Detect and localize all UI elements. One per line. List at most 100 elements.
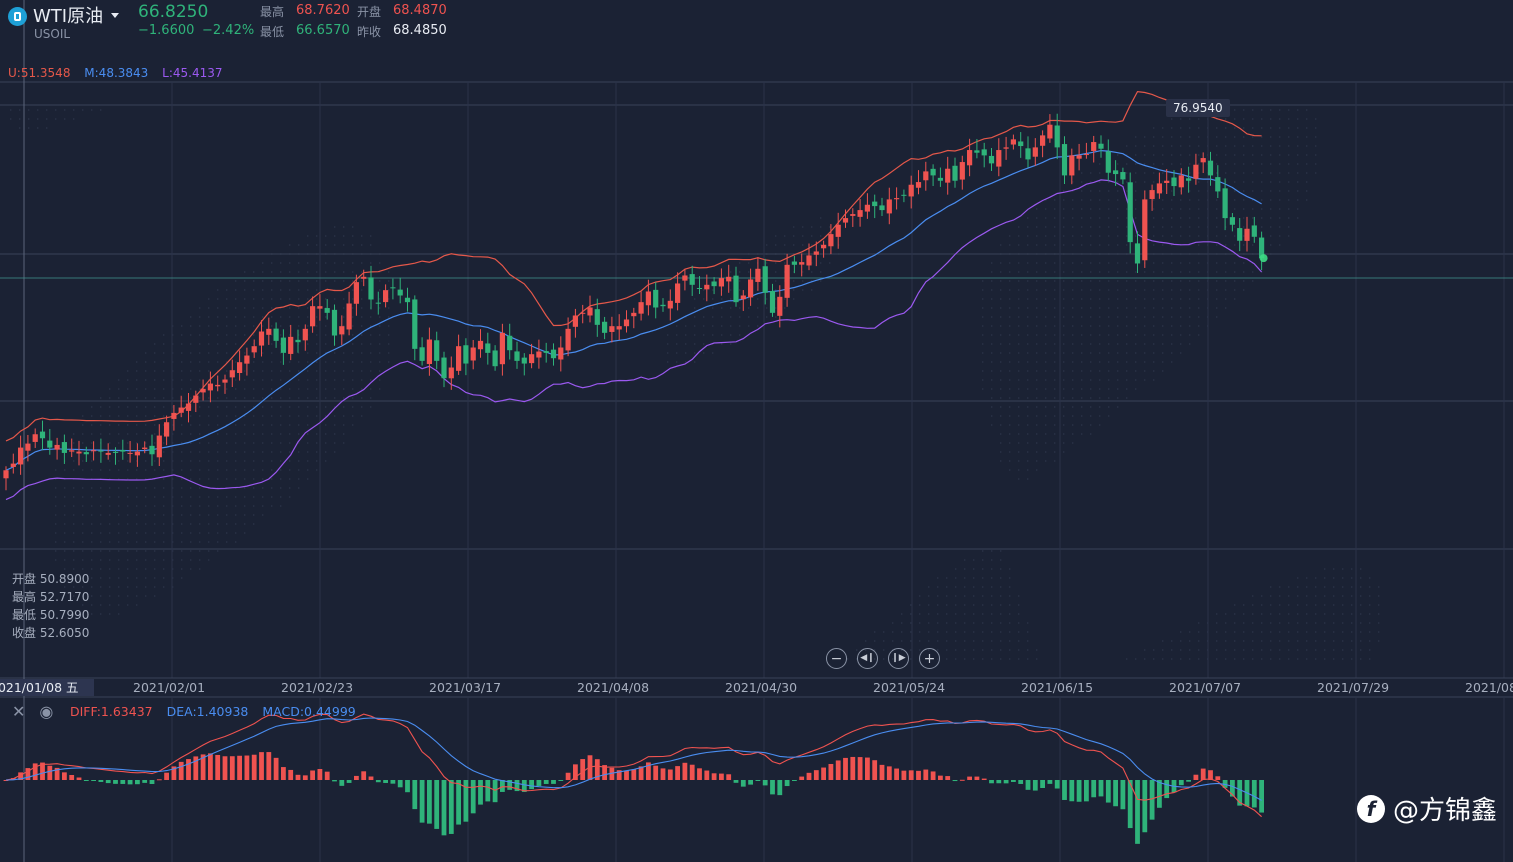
candle-body	[1149, 190, 1155, 199]
watermark-text: @方锦鑫	[1392, 796, 1497, 826]
instrument-logo-icon	[8, 7, 27, 26]
macd-histogram-bar	[872, 760, 878, 780]
candle-body	[390, 287, 396, 289]
macd-histogram-bar	[967, 776, 972, 780]
macd-histogram-bar	[748, 780, 753, 785]
macd-histogram-bar	[1120, 780, 1126, 810]
candle-body	[1040, 135, 1046, 146]
macd-histogram-bar	[609, 767, 615, 780]
macd-histogram-bar	[76, 777, 82, 780]
macd-histogram-bar	[178, 761, 184, 780]
macd-histogram-bar	[989, 780, 994, 784]
candle-body	[514, 351, 520, 361]
candle-body	[485, 343, 491, 353]
candle-body	[112, 451, 119, 453]
scroll-start-button[interactable]: ◀❙	[857, 648, 878, 669]
macd-histogram-bar	[638, 766, 644, 780]
macd-histogram-bar	[244, 755, 250, 780]
zoom-in-button[interactable]: +	[919, 648, 940, 669]
macd-histogram-bar	[1200, 768, 1206, 780]
macd-histogram-bar	[83, 780, 89, 781]
macd-histogram-bar	[689, 764, 695, 780]
scroll-end-button[interactable]: ❙▶	[888, 648, 909, 669]
low-label: 最低	[260, 25, 285, 39]
candle-body	[879, 205, 885, 211]
open-label: 开盘	[357, 5, 382, 19]
candle-body	[1127, 182, 1133, 243]
macd-histogram-bar	[1105, 780, 1111, 803]
candle-body	[317, 306, 323, 309]
candle-body	[200, 388, 206, 393]
date-tick-label: 2021/06/15	[1021, 680, 1094, 695]
candle-body	[886, 199, 892, 214]
close-icon[interactable]: ✕	[12, 702, 26, 721]
candle-body	[258, 331, 265, 346]
candle-body	[821, 244, 827, 249]
macd-histogram-bar	[616, 770, 622, 780]
settings-icon[interactable]: ◉	[39, 702, 54, 721]
macd-histogram-bar	[558, 780, 564, 781]
candle-body	[521, 357, 527, 364]
symbol-code: USOIL	[34, 27, 71, 41]
crosshair-close: 收盘 52.6050	[12, 626, 90, 640]
candle-body	[1142, 199, 1148, 261]
macd-histogram-bar	[1135, 780, 1140, 844]
macd-histogram-bar	[573, 764, 578, 780]
candle-body	[47, 440, 53, 448]
candle-body	[361, 276, 367, 279]
macd-histogram-bar	[273, 757, 279, 780]
macd-histogram-bar	[40, 762, 45, 780]
macd-histogram-bar	[412, 780, 418, 810]
zoom-out-button[interactable]: −	[826, 648, 847, 669]
candle-body	[923, 171, 929, 181]
macd-histogram-bar	[594, 759, 600, 780]
macd-histogram-bar	[996, 780, 1002, 784]
candle-body	[733, 275, 739, 303]
macd-histogram-bar	[419, 780, 425, 823]
candle-body	[178, 407, 184, 413]
symbol-selector[interactable]: WTI原油	[33, 2, 120, 28]
candle-body	[375, 302, 381, 304]
macd-histogram-bar	[200, 754, 206, 780]
macd-histogram-bar	[981, 778, 987, 780]
candle-body	[550, 349, 557, 359]
candle-body	[572, 315, 578, 327]
macd-histogram-bar	[1040, 780, 1045, 789]
macd-histogram-bar	[916, 770, 921, 780]
macd-histogram-bar	[229, 756, 235, 780]
macd-histogram-bar	[18, 772, 23, 780]
candle-body	[331, 309, 338, 336]
macd-histogram-bar	[288, 769, 294, 780]
watermark: f @方锦鑫	[1356, 790, 1497, 827]
macd-histogram-bar	[1215, 776, 1221, 780]
candle-body	[1032, 147, 1038, 157]
crosshair-open: 开盘 50.8900	[12, 572, 90, 586]
macd-histogram-bar	[171, 766, 177, 780]
candle-body	[536, 351, 542, 358]
candle-body	[76, 451, 82, 454]
macd-histogram-bar	[901, 770, 907, 780]
macd-diff-line	[5, 713, 1262, 818]
macd-histogram-bar	[1186, 780, 1191, 782]
candle-body	[273, 328, 279, 341]
date-tick-label: 2021/07/07	[1169, 680, 1242, 695]
macd-histogram-bar	[777, 780, 783, 796]
last-price-dot	[1259, 254, 1268, 263]
macd-histogram-bar	[383, 780, 388, 783]
candle-body	[791, 261, 797, 265]
macd-histogram-bar	[726, 774, 732, 780]
candle-body	[463, 345, 469, 364]
candle-body	[404, 297, 411, 303]
candle-body	[594, 309, 600, 325]
macd-histogram-bar	[930, 771, 936, 780]
macd-histogram-bar	[193, 756, 199, 780]
macd-histogram-bar	[1025, 780, 1031, 790]
macd-histogram-bar	[127, 780, 133, 785]
candle-body	[930, 168, 936, 176]
macd-histogram-bar	[755, 780, 761, 781]
macd-histogram-bar	[463, 780, 469, 822]
macd-histogram-bar	[427, 780, 432, 824]
macd-histogram-bar	[310, 770, 315, 780]
macd-histogram-bar	[390, 780, 396, 784]
